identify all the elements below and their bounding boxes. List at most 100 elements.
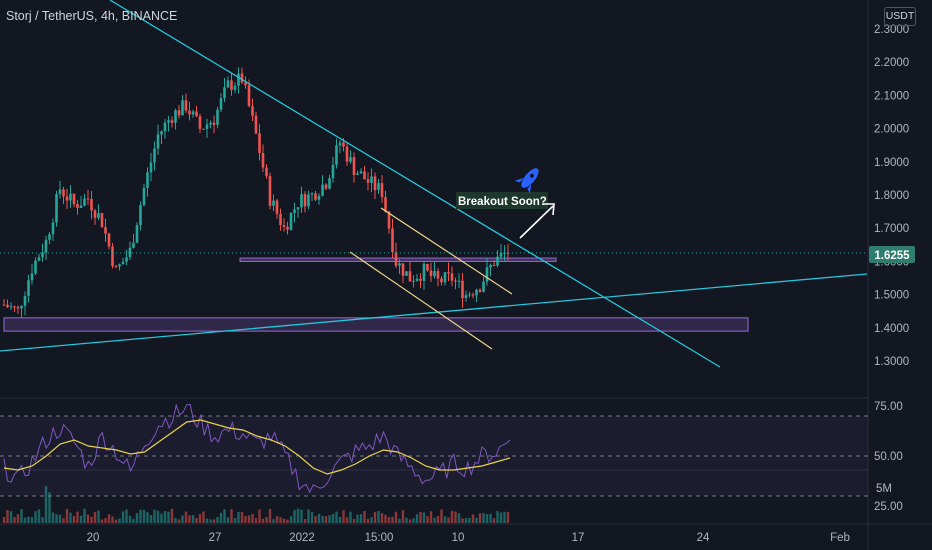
volume-bar [268, 508, 272, 523]
volume-bar [359, 514, 363, 523]
candle-body [135, 225, 139, 243]
volume-bar [489, 513, 492, 523]
time-tick-label: Feb [830, 532, 850, 544]
volume-bar [90, 516, 93, 523]
volume-bar [223, 509, 226, 523]
candle-body [195, 111, 198, 117]
volume-bar [44, 486, 48, 523]
volume-bar [314, 516, 317, 523]
volume-bar [293, 510, 296, 523]
time-tick-label: 2022 [289, 532, 315, 544]
volume-bar [128, 515, 132, 523]
volume-bar [422, 512, 426, 523]
candle-body [205, 124, 209, 129]
volume-bar [503, 511, 506, 523]
candle-body [181, 100, 184, 116]
volume-bar [349, 511, 352, 523]
breakout-annotation[interactable]: Breakout Soon? [456, 192, 555, 239]
volume-bar [58, 514, 62, 523]
candle-body [55, 194, 58, 223]
volume-bar [478, 513, 482, 523]
volume-bar [20, 509, 23, 523]
volume-bar [471, 514, 475, 523]
volume-bar [485, 514, 489, 523]
candle-body [163, 122, 167, 132]
volume-bar [198, 514, 202, 523]
channel-upper-line[interactable] [380, 207, 513, 295]
volume-bar [254, 518, 258, 523]
candle-body [370, 176, 373, 183]
candle-body [394, 252, 398, 266]
candle-body [338, 142, 342, 146]
candle-body [328, 178, 331, 189]
candle-body [6, 304, 9, 308]
candle-body [90, 199, 93, 211]
volume-bar [135, 513, 139, 523]
candle-body [282, 225, 286, 227]
rsi-pane [0, 403, 868, 497]
candle-body [454, 280, 457, 282]
resistance-zone[interactable] [239, 257, 557, 262]
channel-lower-line[interactable] [349, 251, 493, 350]
candle-body [331, 164, 335, 179]
volume-bar [328, 515, 331, 523]
volume-bar [237, 511, 240, 523]
volume-bar [384, 514, 387, 523]
candle-body [125, 257, 128, 262]
candle-body [471, 294, 475, 296]
volume-bar [499, 512, 503, 523]
volume-bar [142, 509, 146, 523]
volume-bar [174, 517, 177, 523]
volume-bar [324, 516, 328, 523]
candle-body [429, 270, 433, 277]
volume-bar [370, 517, 373, 523]
candle-body [104, 227, 107, 234]
candle-body [146, 172, 149, 188]
candle-body [314, 193, 317, 200]
candle-body [149, 162, 153, 173]
volume-bar [261, 518, 265, 523]
candle-body [153, 148, 156, 163]
candle-body [240, 73, 244, 83]
volume-bar [83, 508, 86, 523]
candle-body [464, 295, 468, 299]
volume-bar [30, 517, 34, 523]
candle-body [13, 306, 16, 308]
volume-bar [202, 511, 205, 523]
candle-body [475, 289, 478, 296]
volume-bar [303, 519, 307, 523]
candle-body [34, 260, 37, 274]
currency-button[interactable]: USDT [884, 7, 916, 26]
candle-body [9, 306, 13, 308]
candle-body [23, 295, 27, 306]
candle-body [426, 263, 429, 271]
candle-body [303, 194, 307, 207]
volume-bar [310, 511, 314, 523]
resistance-trendline[interactable] [109, 0, 721, 368]
volume-bar [48, 492, 51, 523]
volume-bar [405, 517, 408, 523]
support-trendline[interactable] [0, 273, 868, 352]
volume-bar [191, 515, 195, 523]
volume-bar [216, 517, 219, 523]
volume-bar [79, 515, 83, 523]
candle-body [247, 85, 251, 107]
volume-bar [289, 516, 293, 523]
candle-body [447, 272, 450, 274]
candle-body [436, 271, 440, 279]
candle-body [121, 261, 125, 265]
time-tick-label: 24 [697, 532, 710, 544]
volume-bar [398, 518, 401, 523]
volume-bar [394, 511, 398, 523]
candle-body [191, 111, 195, 115]
volume-bar [37, 509, 41, 523]
support-zone[interactable] [3, 317, 749, 332]
chart-title: Storj / TetherUS, 4h, BINANCE [6, 9, 178, 23]
candle-body [118, 264, 121, 267]
volume-bar [146, 512, 149, 523]
volume-bar [51, 512, 55, 523]
volume-bar [492, 518, 496, 523]
price-tick-label: 2.2000 [874, 57, 909, 69]
volume-bar [408, 519, 412, 523]
